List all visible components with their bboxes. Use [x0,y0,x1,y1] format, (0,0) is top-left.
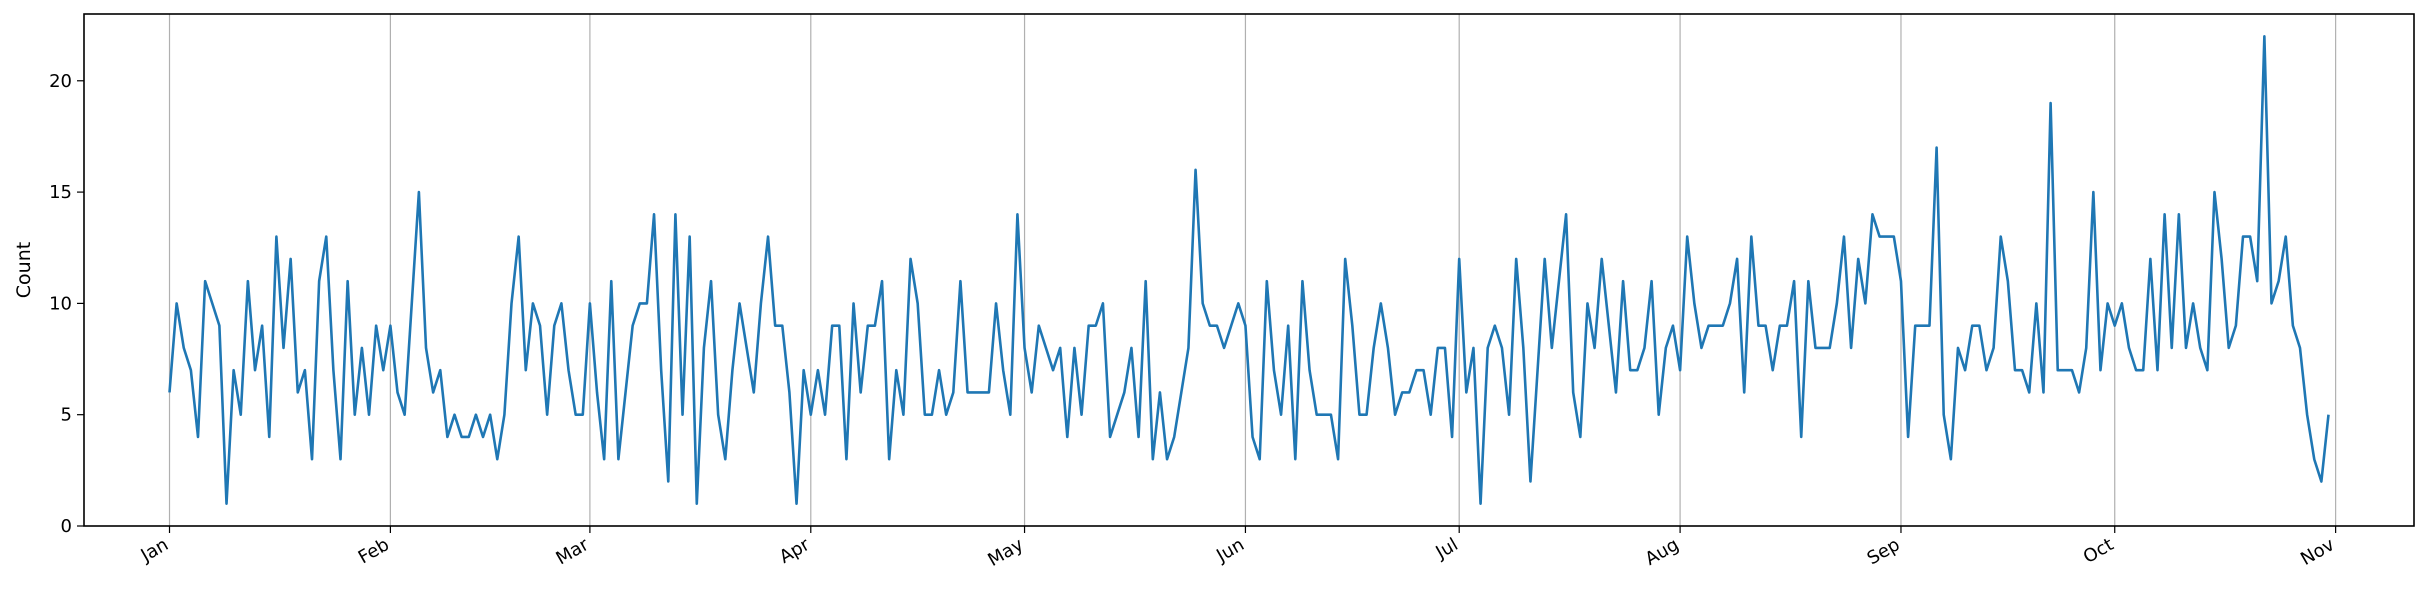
data-series [168,34,2330,506]
y-tick-label: 5 [61,405,72,426]
series-line [168,34,2330,506]
gridlines [168,14,2337,526]
y-tick-label: 20 [49,71,72,92]
y-tick-label: 10 [49,293,72,314]
plot-frame [83,13,2415,527]
y-axis-label: Count [13,242,35,298]
y-axis: 0 5 10 15 20 [49,71,84,537]
y-tick-label: 15 [49,182,72,203]
y-tick-label: 0 [61,516,72,537]
